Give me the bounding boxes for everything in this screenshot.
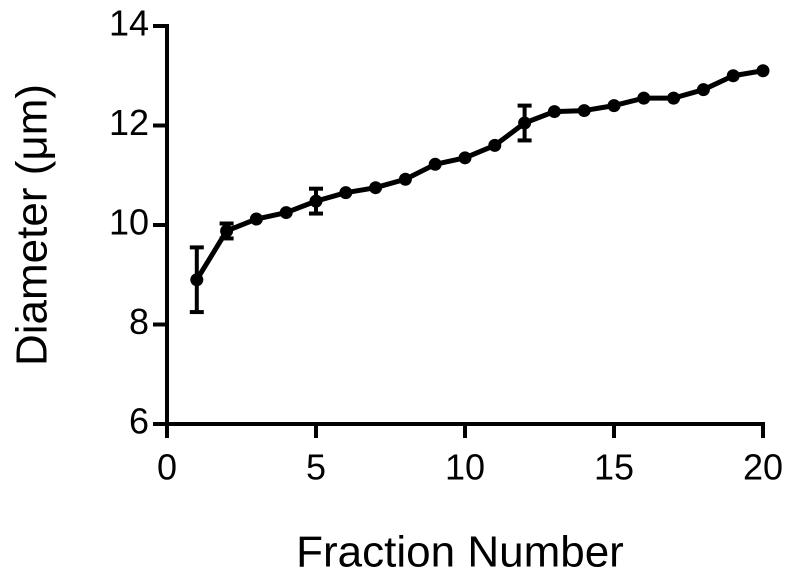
y-tick-label: 14 [109, 3, 149, 44]
point [398, 172, 412, 186]
point [488, 138, 502, 152]
point [339, 186, 353, 200]
point [279, 206, 293, 220]
point [369, 181, 383, 195]
point [458, 151, 472, 165]
x-tick-label: 15 [594, 447, 634, 488]
point [220, 224, 234, 238]
point [667, 91, 681, 105]
point [249, 212, 263, 226]
point [696, 83, 710, 97]
point [309, 194, 323, 208]
point [637, 91, 651, 105]
y-tick-label: 10 [109, 202, 149, 243]
point [190, 273, 204, 287]
point [428, 157, 442, 171]
point [518, 116, 532, 130]
y-axis-title: Diameter (μm) [8, 84, 57, 366]
x-axis-title: Fraction Number [296, 528, 624, 577]
point [577, 104, 591, 118]
x-tick-label: 10 [445, 447, 485, 488]
point [756, 64, 770, 78]
x-tick-label: 5 [306, 447, 326, 488]
point [547, 105, 561, 119]
x-tick-label: 0 [157, 447, 177, 488]
y-tick-label: 8 [129, 301, 149, 342]
x-tick-label: 20 [743, 447, 783, 488]
point [607, 99, 621, 113]
point [726, 69, 740, 83]
y-tick-label: 12 [109, 102, 149, 143]
y-tick-label: 6 [129, 401, 149, 442]
